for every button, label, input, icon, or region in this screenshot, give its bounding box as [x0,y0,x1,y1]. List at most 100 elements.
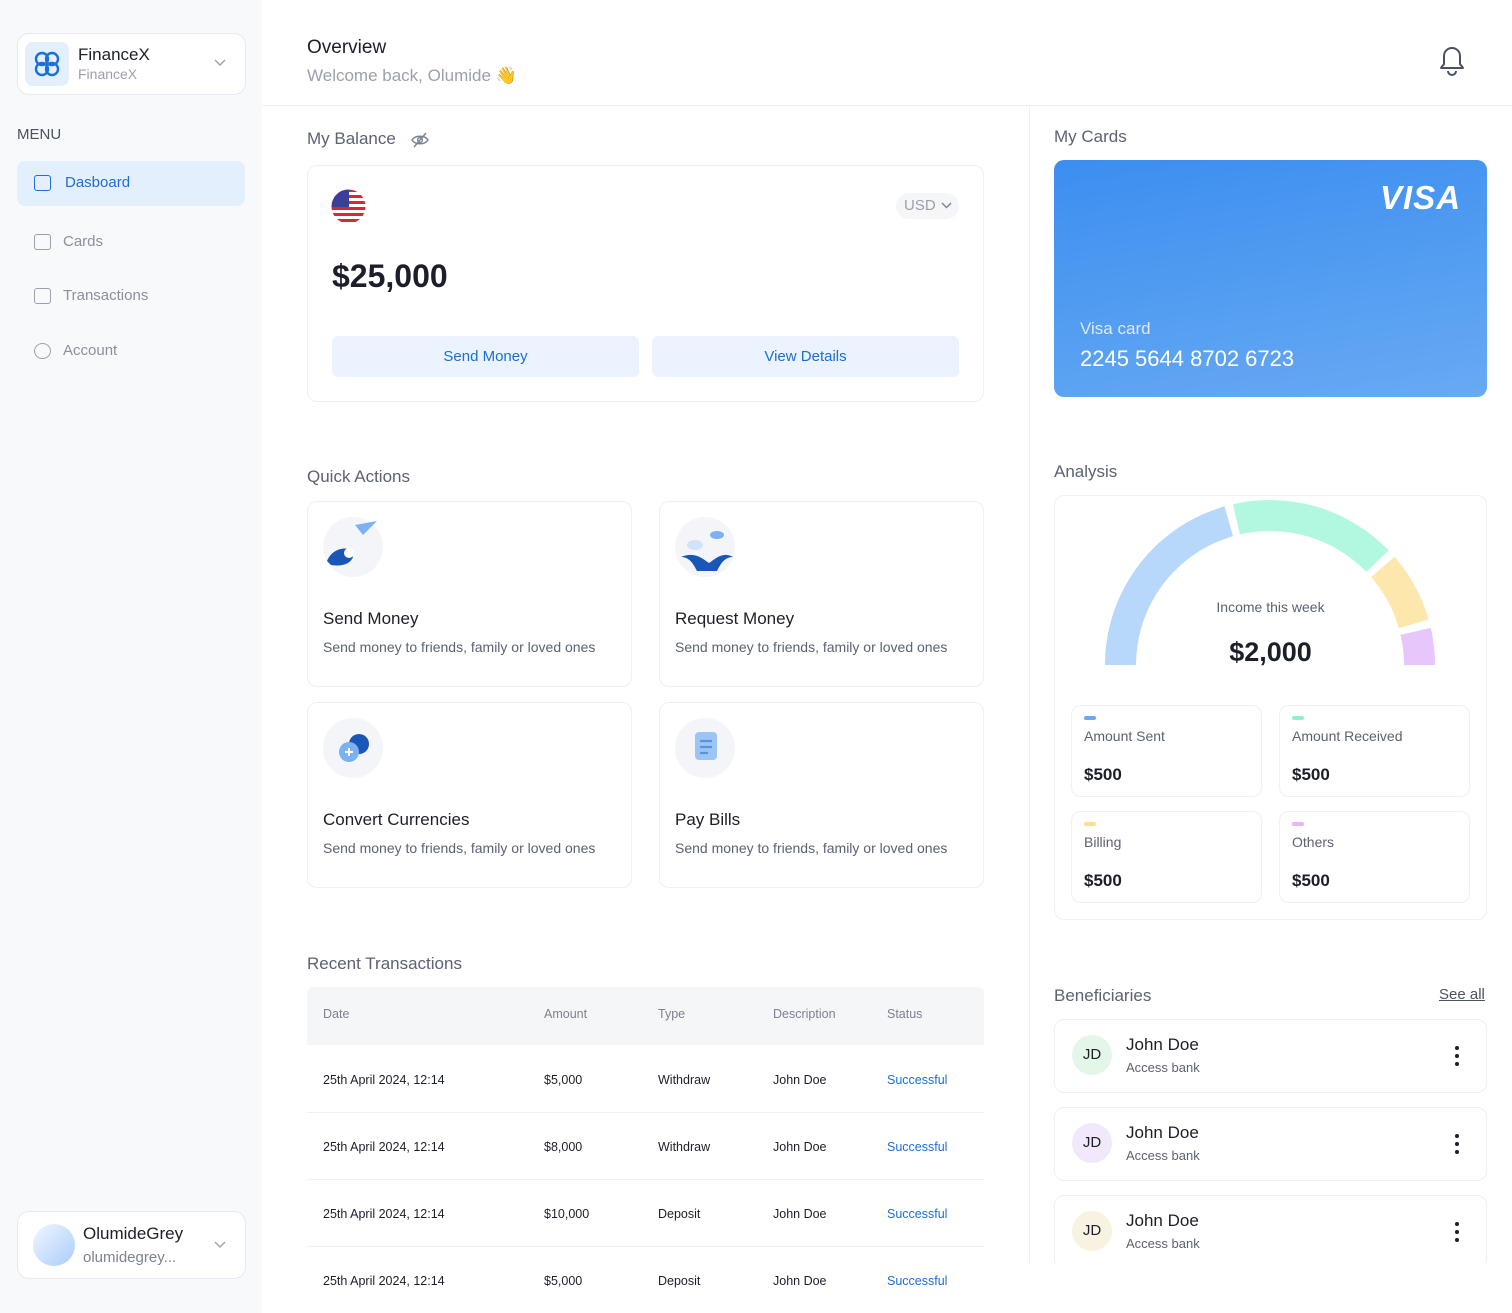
beneficiary-bank: Access bank [1126,1060,1200,1075]
sidebar [0,0,262,1313]
table-cell: Successful [887,1207,948,1221]
stat-card [1071,705,1262,797]
table-cell: $5,000 [544,1274,583,1288]
stat-card [1279,811,1470,903]
table-cell: Successful [887,1073,948,1087]
stat-label: Others [1292,834,1335,850]
table-cell: 25th April 2024, 12:14 [323,1073,445,1087]
card-number: 2245 5644 8702 6723 [1080,346,1295,371]
column-header: Amount [544,1007,588,1021]
section-title: My Cards [1054,127,1127,146]
user-email: olumidegrey... [83,1249,177,1266]
quick-action-title: Send Money [323,609,419,628]
beneficiary-bank: Access bank [1126,1236,1200,1251]
menu-item[interactable]: Dasboard [65,174,131,191]
chevron [941,202,952,209]
more-menu [1452,1133,1462,1162]
table-cell: Withdraw [658,1073,711,1087]
hide-balance-toggle[interactable] [410,131,430,149]
gauge-segment [1232,500,1389,572]
beneficiary-avatar: JD [1072,1211,1112,1251]
stat-label: Amount Sent [1084,728,1165,744]
table-cell: Deposit [658,1207,701,1221]
stat-color [1292,716,1304,720]
menu-item[interactable]: Transactions [63,287,149,304]
menu-icon [34,343,51,359]
table-cell: $5,000 [544,1073,583,1087]
page-subtitle: Welcome back, Olumide 👋 [307,66,517,85]
row-divider [307,1179,984,1180]
table-cell: Successful [887,1140,948,1154]
stat-value: $500 [1084,765,1122,784]
table-cell: John Doe [773,1073,827,1087]
beneficiary-card[interactable] [1054,1107,1487,1181]
quick-action-icon [675,517,735,582]
flag-icon [331,189,366,224]
menu-item[interactable]: Account [63,342,118,359]
section-title: Recent Transactions [307,954,462,973]
balance-amount: $25,000 [332,258,448,294]
menu-icon [34,234,51,250]
card-brand: VISA [1380,179,1462,216]
card-label: Visa card [1080,319,1151,338]
row-divider [307,1112,984,1113]
beneficiary-card[interactable] [1054,1019,1487,1093]
divider [1029,106,1030,1263]
beneficiary-name: John Doe [1126,1211,1199,1230]
menu-item-active [17,161,245,206]
table-cell: 25th April 2024, 12:14 [323,1140,445,1154]
table-cell: Successful [887,1274,948,1288]
quick-action-icon [323,718,383,783]
stat-value: $500 [1292,765,1330,784]
stat-color [1084,822,1096,826]
stat-label: Amount Received [1292,728,1403,744]
page-title: Overview [307,37,387,58]
more-menu [1452,1045,1462,1074]
gauge-caption: Income this week [1216,599,1325,615]
quick-action-icon [675,718,735,783]
action-button[interactable]: View Details [652,336,959,377]
menu-icon [34,288,51,304]
beneficiary-card[interactable] [1054,1195,1487,1269]
see-all-link[interactable]: See all [1439,986,1485,1003]
brand-logo [25,42,69,86]
chevron [214,1241,226,1248]
quick-action-title: Convert Currencies [323,810,470,829]
quick-action-title: Pay Bills [675,810,741,829]
quick-action-card[interactable] [659,501,984,687]
more-menu [1452,1221,1462,1250]
beneficiary-avatar: JD [1072,1035,1112,1075]
stat-card [1279,705,1470,797]
currency: USD [904,197,936,214]
menu-item[interactable]: Cards [63,233,104,250]
notification-bell[interactable] [1436,43,1468,77]
divider [262,105,1512,106]
gauge-total: $2,000 [1229,637,1312,667]
column-header: Status [887,1007,923,1021]
brand-name: FinanceX [78,45,150,64]
section-title: My Balance [307,129,396,148]
income-gauge [1105,500,1435,665]
gauge-segment [1371,556,1429,629]
visa-card[interactable] [1054,160,1487,397]
table-cell: John Doe [773,1140,827,1154]
quick-action-description: Send money to friends, family or loved o… [323,840,596,856]
quick-action-icon [323,517,383,582]
beneficiary-bank: Access bank [1126,1148,1200,1163]
brand-subtitle: FinanceX [78,66,138,82]
section-title: Beneficiaries [1054,986,1152,1005]
column-header: Description [773,1007,836,1021]
table-cell: Withdraw [658,1140,711,1154]
chevron [214,59,226,66]
column-header: Date [323,1007,350,1021]
beneficiary-avatar: JD [1072,1123,1112,1163]
gauge-segment [1105,506,1234,665]
quick-action-description: Send money to friends, family or loved o… [675,840,948,856]
stat-value: $500 [1292,871,1330,890]
stat-value: $500 [1084,871,1122,890]
quick-action-description: Send money to friends, family or loved o… [323,639,596,655]
action-button[interactable]: Send Money [332,336,639,377]
table-cell: 25th April 2024, 12:14 [323,1207,445,1221]
gauge-segment [1400,627,1435,665]
